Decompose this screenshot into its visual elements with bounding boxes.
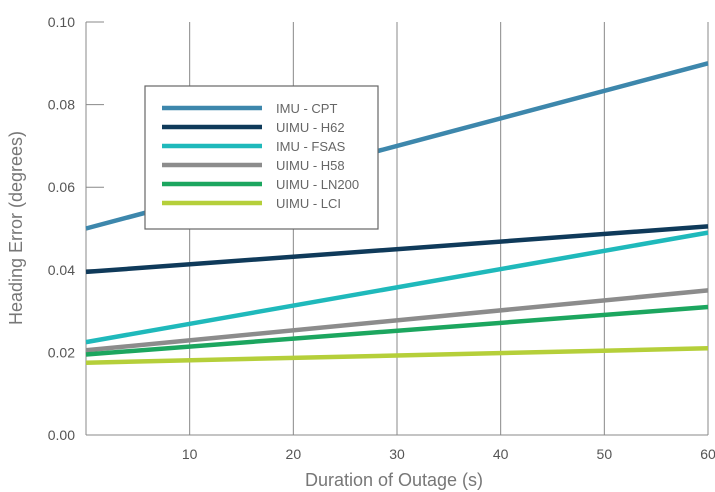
x-tick-label: 30	[389, 446, 405, 462]
x-tick-label: 60	[700, 446, 715, 462]
y-tick-label: 0.02	[48, 344, 75, 360]
y-tick-label: 0.10	[48, 14, 75, 30]
y-tick-label: 0.00	[48, 427, 75, 443]
series-lines	[85, 61, 709, 365]
x-tick-label: 40	[493, 446, 509, 462]
series-line	[85, 304, 709, 357]
x-tick-label: 10	[182, 446, 198, 462]
x-axis-title: Duration of Outage (s)	[305, 470, 483, 490]
y-axis-title: Heading Error (degrees)	[6, 131, 26, 325]
series-line	[85, 230, 709, 345]
x-tick-labels: 10 20 30 40 50 60	[182, 446, 715, 462]
legend-label: UIMU - LCI	[276, 196, 341, 211]
y-tick-label: 0.06	[48, 179, 75, 195]
y-tick-label: 0.08	[48, 97, 75, 113]
legend-label: UIMU - H62	[276, 120, 345, 135]
legend-label: UIMU - H58	[276, 158, 345, 173]
series-line	[85, 288, 709, 353]
legend-label: UIMU - LN200	[276, 177, 359, 192]
x-tick-label: 50	[597, 446, 613, 462]
legend: IMU - CPT UIMU - H62 IMU - FSAS UIMU - H58 U…	[144, 85, 379, 230]
legend-label: IMU - CPT	[276, 101, 337, 116]
series-line	[85, 224, 709, 275]
y-tick-label: 0.04	[48, 262, 75, 278]
y-tick-labels: 0.00 0.02 0.04 0.06 0.08 0.10	[48, 14, 104, 443]
x-tick-label: 20	[286, 446, 302, 462]
series-line	[85, 346, 709, 365]
legend-items: IMU - CPT UIMU - H62 IMU - FSAS UIMU - H58 U…	[162, 101, 359, 211]
legend-label: IMU - FSAS	[276, 139, 346, 154]
